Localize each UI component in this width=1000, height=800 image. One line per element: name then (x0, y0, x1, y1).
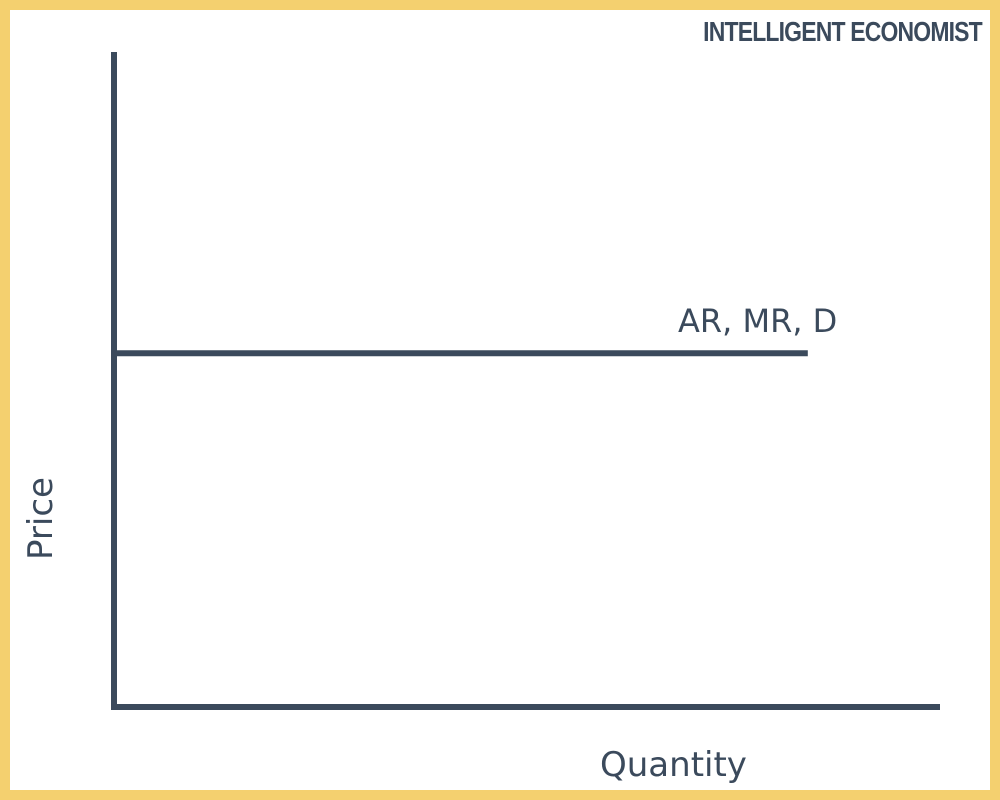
brand-logo: INTELLIGENT ECONOMIST (703, 16, 983, 47)
x-axis-label: Quantity (600, 745, 747, 785)
y-axis-label: Price (21, 477, 61, 560)
series-label: AR, MR, D (678, 302, 837, 340)
